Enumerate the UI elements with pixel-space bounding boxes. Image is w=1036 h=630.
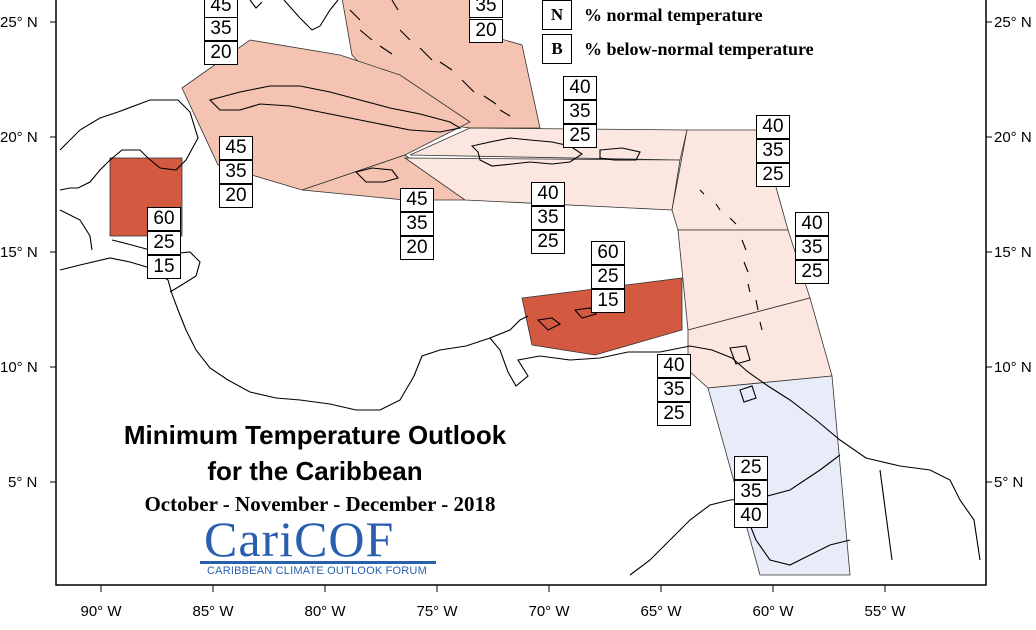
lat-axis-left: 25° N 20° N 15° N 10° N 5° N	[0, 14, 56, 491]
prob-value: 25	[795, 260, 829, 284]
lat-label: 10° N	[0, 359, 38, 376]
prob-value: 45	[204, 0, 238, 18]
prob-value: 35	[469, 0, 503, 18]
prob-value: 35	[795, 236, 829, 260]
legend-key-normal: N	[542, 0, 572, 30]
prob-value: 25	[147, 231, 181, 255]
lat-label: 15° N	[0, 244, 38, 261]
lat-axis-right: 25° N 20° N 15° N 10° N 5° N	[986, 14, 1032, 491]
lon-axis: 90° W 85° W 80° W 75° W 70° W 65° W 60° …	[80, 585, 906, 620]
prob-value: 35	[756, 139, 790, 163]
prob-value: 25	[563, 124, 597, 148]
caricof-logo: CariCOF CARIBBEAN CLIMATE OUTLOOK FORUM	[200, 513, 440, 581]
prob-value: 35	[734, 480, 768, 504]
lat-label: 25° N	[0, 14, 38, 31]
prob-value: 35	[657, 378, 691, 402]
prob-value: 20	[219, 184, 253, 208]
lon-label: 60° W	[752, 603, 794, 620]
lon-label: 70° W	[528, 603, 570, 620]
map-title-line2: for the Caribbean	[207, 456, 423, 486]
prob-value: 40	[795, 212, 829, 236]
lon-label: 75° W	[416, 603, 458, 620]
prob-value: 40	[756, 115, 790, 139]
lat-label: 10° N	[994, 359, 1032, 376]
lon-label: 85° W	[192, 603, 234, 620]
prob-value: 35	[531, 206, 565, 230]
prob-value: 40	[657, 354, 691, 378]
prob-value: 25	[756, 163, 790, 187]
lon-label: 65° W	[640, 603, 682, 620]
prob-value: 25	[734, 456, 768, 480]
lat-label: 5° N	[8, 474, 37, 491]
logo-wordmark: CariCOF	[204, 511, 395, 567]
logo-rule	[200, 561, 436, 564]
prob-value: 25	[591, 265, 625, 289]
logo-subtitle: CARIBBEAN CLIMATE OUTLOOK FORUM	[207, 565, 427, 577]
prob-value: 60	[591, 241, 625, 265]
legend-label-below: % below-normal temperature	[584, 39, 814, 59]
prob-value: 35	[204, 17, 238, 41]
map-title: Minimum Temperature Outlook	[123, 420, 507, 450]
prob-value: 15	[591, 289, 625, 313]
prob-value: 20	[400, 236, 434, 260]
lat-label: 20° N	[0, 129, 38, 146]
legend-key-below: B	[542, 34, 572, 64]
lat-label: 5° N	[994, 474, 1023, 491]
lon-label: 80° W	[304, 603, 346, 620]
lat-label: 25° N	[994, 14, 1032, 31]
prob-value: 35	[563, 100, 597, 124]
prob-value: 25	[657, 402, 691, 426]
prob-value: 35	[400, 212, 434, 236]
prob-value: 40	[734, 504, 768, 528]
prob-value: 15	[147, 255, 181, 279]
lon-label: 90° W	[80, 603, 122, 620]
prob-value: 25	[531, 230, 565, 254]
lon-label: 55° W	[864, 603, 906, 620]
prob-value: 45	[219, 136, 253, 160]
prob-value: 20	[469, 19, 503, 43]
prob-value: 35	[219, 160, 253, 184]
lat-label: 20° N	[994, 129, 1032, 146]
legend-label-normal: % normal temperature	[584, 5, 763, 25]
prob-value: 40	[563, 76, 597, 100]
prob-value: 45	[400, 188, 434, 212]
season-label: October - November - December - 2018	[144, 492, 496, 516]
zone-abc	[521, 277, 683, 356]
lat-label: 15° N	[994, 244, 1032, 261]
prob-value: 20	[204, 41, 238, 65]
prob-value: 60	[147, 207, 181, 231]
prob-value: 40	[531, 182, 565, 206]
